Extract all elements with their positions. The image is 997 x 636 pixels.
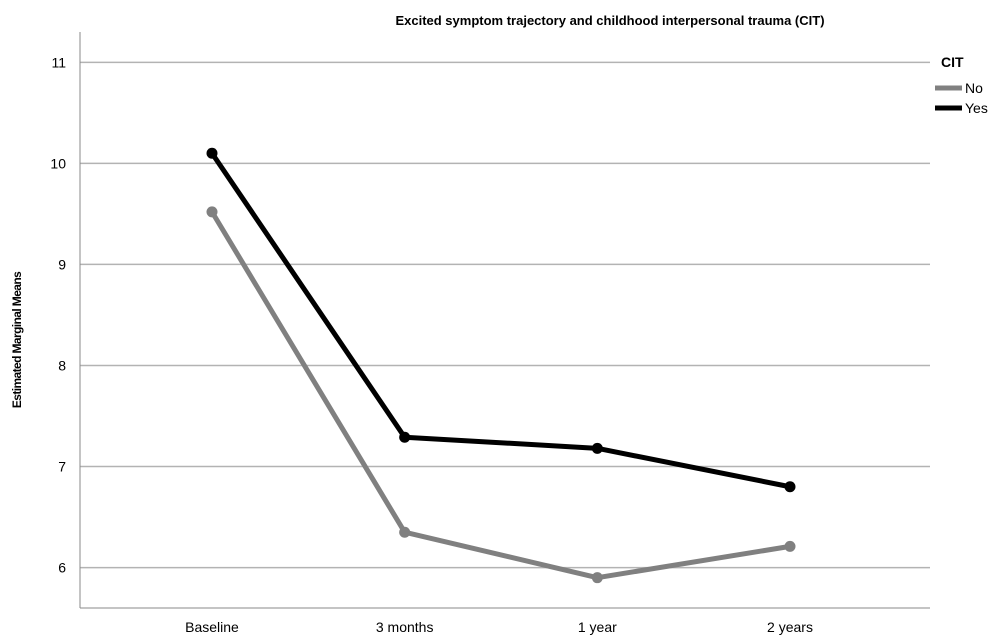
x-tick-label: 2 years (767, 619, 813, 635)
data-point (399, 432, 410, 443)
data-point (592, 443, 603, 454)
y-tick-label: 8 (58, 357, 66, 373)
y-axis-label: Estimated Marginal Means (10, 271, 24, 408)
y-tick-label: 10 (50, 155, 66, 171)
data-point (785, 481, 796, 492)
data-point (399, 527, 410, 538)
y-tick-label: 11 (51, 54, 66, 70)
legend-label: No (965, 80, 983, 96)
x-tick-labels: Baseline 3 months 1 year 2 years (185, 619, 813, 635)
y-tick-label: 7 (58, 459, 66, 475)
x-tick-label: 3 months (376, 619, 434, 635)
series-line (212, 153, 790, 486)
gridlines (80, 62, 930, 567)
data-point (207, 148, 218, 159)
data-point (207, 206, 218, 217)
series-yes (207, 148, 796, 492)
legend-label: Yes (965, 100, 988, 116)
x-tick-label: Baseline (185, 619, 239, 635)
data-point (785, 541, 796, 552)
legend-item-yes: Yes (935, 100, 988, 116)
data-point (592, 572, 603, 583)
y-tick-labels: 6 7 8 9 10 11 (50, 54, 66, 575)
x-tick-label: 1 year (578, 619, 617, 635)
legend-title: CIT (941, 54, 964, 70)
legend: CIT No Yes (935, 54, 988, 116)
series-no (207, 206, 796, 583)
legend-item-no: No (935, 80, 983, 96)
chart-title: Excited symptom trajectory and childhood… (395, 13, 824, 28)
series-line (212, 212, 790, 578)
y-tick-label: 9 (58, 256, 66, 272)
y-tick-label: 6 (58, 560, 66, 576)
